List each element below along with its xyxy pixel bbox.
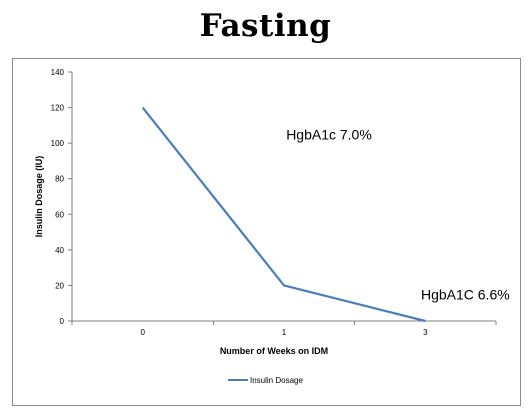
y-tick-label: 60 xyxy=(55,210,64,219)
x-tick-label: 1 xyxy=(282,328,287,337)
annotation-layer: HgbA1c 7.0% HgbA1C 6.6% xyxy=(286,126,509,302)
y-axis-title: Insulin Dosage (IU) xyxy=(34,156,44,238)
x-tick-label: 0 xyxy=(140,328,145,337)
series-line-insulin-dosage xyxy=(141,106,426,323)
x-tick-label: 3 xyxy=(423,328,428,337)
legend: Insulin Dosage xyxy=(228,376,303,385)
legend-label-insulin-dosage: Insulin Dosage xyxy=(250,376,303,385)
y-tick-label: 80 xyxy=(55,175,64,184)
chart-frame xyxy=(12,58,521,406)
chart-annotation: HgbA1C 6.6% xyxy=(421,286,510,302)
series-layer xyxy=(141,106,426,323)
y-tick-label: 0 xyxy=(60,317,65,326)
x-axis-ticks: 0 1 3 xyxy=(71,321,497,337)
y-tick-label: 20 xyxy=(55,281,64,290)
y-tick-label: 100 xyxy=(51,139,65,148)
chart-annotation: HgbA1c 7.0% xyxy=(286,126,372,142)
y-axis-ticks: 0 20 40 60 80 100 120 140 xyxy=(51,68,72,326)
slide-title: Fasting xyxy=(199,8,332,44)
y-tick-label: 40 xyxy=(55,246,64,255)
y-tick-label: 140 xyxy=(51,68,65,77)
y-tick-label: 120 xyxy=(51,104,65,113)
x-axis-title: Number of Weeks on IDM xyxy=(220,346,328,356)
